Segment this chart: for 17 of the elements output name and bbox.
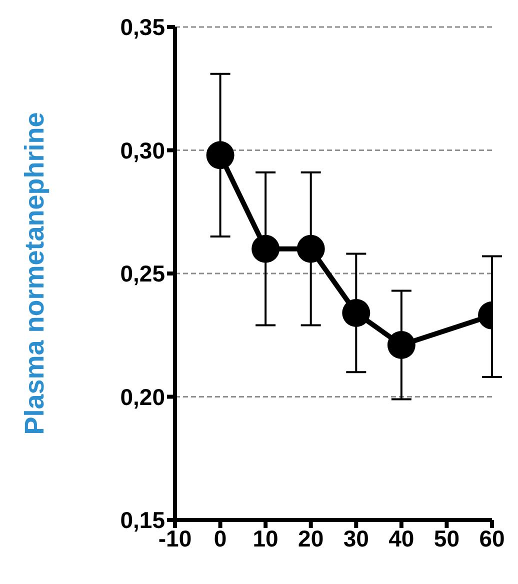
x-tick-label: 60 [479, 525, 505, 552]
x-tick-label: 30 [343, 525, 369, 552]
point [342, 298, 370, 327]
x-tick-label: 0 [214, 525, 227, 552]
y-tick-label: 0,30 [120, 137, 165, 164]
point [206, 141, 234, 170]
y-tick-label: 0,25 [120, 260, 166, 287]
y-tick-label: 0,20 [120, 384, 165, 410]
x-tick-label: 20 [298, 525, 324, 552]
y-axis-title: Plasma normetanephrine [20, 112, 50, 435]
x-tick-label: 40 [388, 525, 414, 552]
y-tick-label: 0,35 [120, 14, 166, 40]
point [252, 234, 280, 263]
point [387, 330, 416, 359]
point [296, 234, 325, 263]
x-tick-label: 10 [252, 525, 278, 552]
x-tick-label: 50 [434, 525, 460, 552]
